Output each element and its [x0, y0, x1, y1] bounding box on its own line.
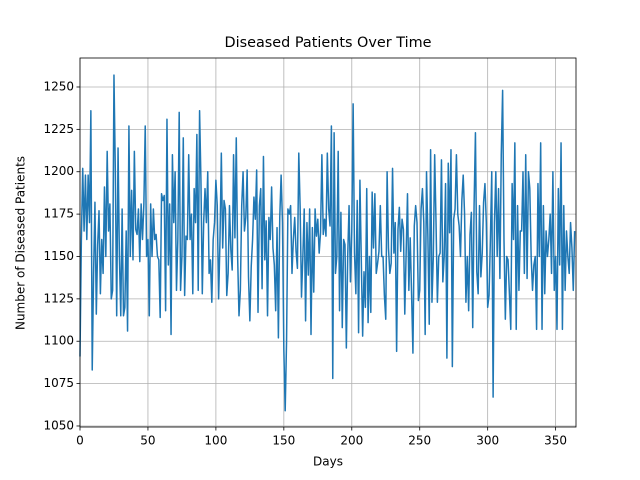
x-tick-label: 50: [140, 434, 155, 448]
y-tick-label: 1125: [43, 291, 74, 305]
x-tick-label: 350: [544, 434, 567, 448]
x-tick-label: 100: [204, 434, 227, 448]
y-tick-label: 1100: [43, 334, 74, 348]
y-tick-label: 1225: [43, 122, 74, 136]
y-tick-label: 1200: [43, 164, 74, 178]
y-tick-label: 1150: [43, 249, 74, 263]
y-tick-label: 1175: [43, 207, 74, 221]
y-tick-label: 1250: [43, 79, 74, 93]
chart-title: Diseased Patients Over Time: [225, 35, 432, 51]
y-axis-label: Number of Diseased Patients: [14, 156, 28, 330]
x-tick-label: 300: [476, 434, 499, 448]
x-tick-label: 250: [408, 434, 431, 448]
plot-frame: [79, 57, 577, 428]
x-tick-label: 0: [76, 434, 84, 448]
x-axis-label: Days: [313, 455, 343, 469]
x-tick-label: 200: [340, 434, 363, 448]
y-tick-label: 1050: [43, 418, 74, 432]
y-tick-label: 1075: [43, 376, 74, 390]
x-tick-label: 150: [272, 434, 295, 448]
data-line: [79, 74, 576, 412]
